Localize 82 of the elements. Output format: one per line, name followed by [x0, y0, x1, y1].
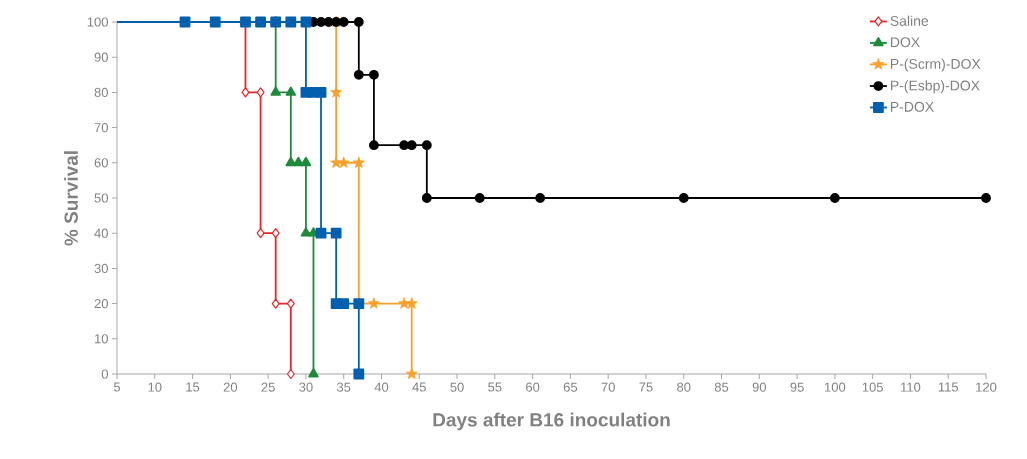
x-tick-label: 115	[938, 382, 959, 392]
y-tick-label: 70	[94, 123, 108, 133]
point	[369, 69, 379, 80]
point	[255, 16, 266, 28]
point	[286, 368, 295, 380]
legend-label: DOX	[890, 37, 920, 48]
point	[353, 368, 365, 380]
y-axis-title: % Survival	[63, 151, 78, 246]
x-tick-label: 55	[488, 382, 502, 392]
x-tick-label: 20	[223, 382, 238, 392]
point	[535, 193, 546, 203]
point	[300, 156, 312, 167]
point	[405, 297, 418, 309]
point	[421, 193, 432, 203]
x-tick-label: 5	[113, 382, 121, 392]
point	[209, 16, 221, 28]
point	[337, 156, 350, 168]
x-tick-label: 65	[563, 382, 578, 392]
x-tick-label: 80	[677, 382, 691, 392]
x-tick-label: 105	[862, 382, 883, 392]
point	[353, 17, 364, 27]
point	[285, 86, 297, 96]
point	[678, 193, 689, 203]
y-tick-label: 50	[94, 193, 108, 203]
x-tick-label: 50	[450, 382, 464, 392]
point	[367, 297, 380, 309]
point	[286, 298, 295, 309]
y-tick-label: 90	[94, 52, 108, 62]
x-tick-label: 45	[412, 382, 426, 392]
y-tick-label: 80	[94, 87, 108, 97]
point	[316, 17, 326, 27]
point	[981, 193, 991, 203]
x-tick-label: 85	[714, 382, 729, 392]
point	[474, 193, 485, 203]
point	[241, 87, 250, 98]
y-tick-label: 30	[94, 263, 108, 273]
point	[421, 140, 432, 151]
y-tick-label: 40	[94, 228, 108, 238]
x-tick-label: 35	[336, 382, 351, 392]
point	[256, 228, 265, 239]
point	[300, 227, 312, 237]
x-axis-title: Days after B16 inoculation	[433, 412, 670, 431]
y-tick-label: 60	[94, 158, 108, 168]
point	[315, 227, 327, 239]
x-tick-label: 120	[976, 382, 997, 392]
x-tick-label: 70	[601, 382, 615, 392]
point	[352, 156, 365, 168]
x-tick-label: 15	[186, 382, 200, 392]
point	[369, 140, 379, 151]
point	[330, 86, 343, 98]
point	[293, 156, 304, 167]
point	[285, 16, 297, 28]
point	[271, 228, 280, 239]
x-tick-label: 100	[825, 382, 846, 392]
x-tick-label: 10	[148, 382, 162, 392]
x-tick-label: 110	[901, 382, 921, 392]
y-tick-label: 100	[87, 17, 108, 27]
legend-label: P-(Esbp)-DOX	[890, 80, 980, 94]
y-tick-label: 10	[95, 334, 108, 344]
point	[405, 367, 418, 380]
x-tick-label: 25	[261, 382, 275, 392]
x-tick-label: 95	[790, 382, 804, 392]
point	[256, 87, 265, 98]
y-tick-label: 20	[94, 299, 108, 309]
x-tick-label: 90	[752, 382, 767, 392]
x-tick-label: 75	[639, 382, 653, 392]
point	[315, 87, 327, 98]
point	[338, 298, 350, 309]
legend-label: P-DOX	[890, 101, 934, 112]
point	[353, 69, 364, 80]
point	[330, 227, 342, 239]
x-tick-label: 60	[526, 382, 540, 392]
legend-label: Saline	[890, 15, 929, 26]
x-tick-label: 30	[299, 382, 313, 392]
point	[330, 156, 343, 168]
point	[270, 86, 281, 96]
x-tick-label: 40	[374, 382, 389, 392]
point	[829, 193, 840, 203]
point	[308, 368, 319, 378]
y-tick-label: 0	[101, 369, 108, 379]
point	[271, 298, 280, 309]
legend-label: P-(Scrm)-DOX	[890, 58, 981, 72]
